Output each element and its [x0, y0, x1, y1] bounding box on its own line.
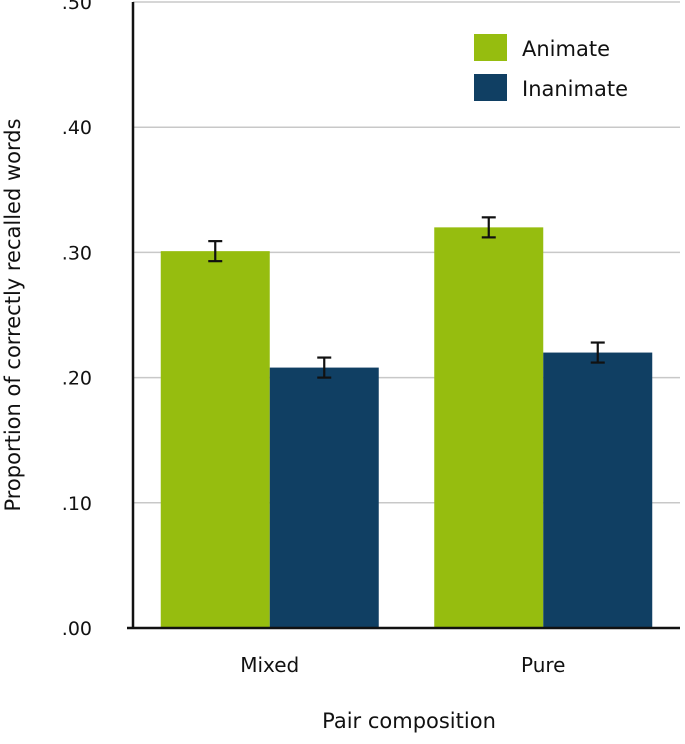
- y-tick-label: .40: [62, 117, 92, 139]
- legend: Animate Inanimate: [474, 34, 628, 101]
- y-tick-label: .50: [62, 0, 92, 14]
- bars: [160, 227, 653, 629]
- bar-inanimate-mixed: [269, 367, 379, 628]
- y-axis-title: Proportion of correctly recalled words: [1, 118, 25, 511]
- legend-label-animate: Animate: [522, 37, 610, 61]
- bar-animate-mixed: [160, 251, 270, 628]
- y-tick-label: .10: [62, 493, 92, 515]
- y-tick-label: .20: [62, 368, 92, 390]
- legend-swatch-animate: [474, 34, 507, 61]
- error-bars: [208, 216, 605, 379]
- x-tick-label: Mixed: [240, 653, 299, 677]
- legend-swatch-inanimate: [474, 74, 507, 101]
- bar-inanimate-pure: [543, 352, 653, 628]
- x-axis-title: Pair composition: [322, 709, 496, 733]
- bar-animate-pure: [434, 227, 544, 629]
- axes: .00 .10 .20 .30 .40 .50 Mixed Pure: [62, 0, 680, 677]
- y-tick-label: .00: [62, 618, 92, 640]
- x-tick-label: Pure: [521, 653, 565, 677]
- legend-label-inanimate: Inanimate: [522, 77, 628, 101]
- y-tick-label: .30: [62, 242, 92, 264]
